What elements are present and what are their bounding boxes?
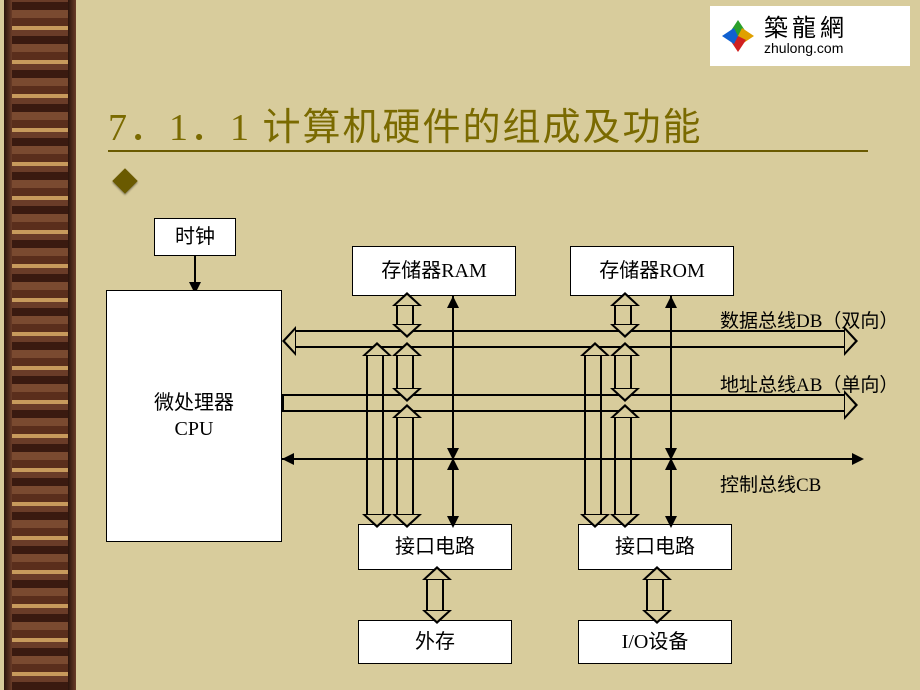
conn-rom-cb: [670, 296, 672, 458]
conn-rom-cb-a1: [665, 296, 677, 308]
conn-rom-ab: [614, 356, 632, 388]
bus-cb-arrow-l: [282, 453, 294, 465]
conn-ram-db: [396, 306, 414, 324]
block-cpu: 微处理器 CPU: [106, 290, 282, 542]
block-external-storage: 外存: [358, 620, 512, 664]
edge-clock-cpu: [194, 256, 196, 284]
block-ram: 存储器RAM: [352, 246, 516, 296]
conn-if2-db: [584, 356, 602, 514]
conn-if1-cb-b: [447, 458, 459, 470]
bus-ab-label: 地址总线AB（单向）: [720, 370, 898, 397]
slide-title: 7．1．1 计算机硬件的组成及功能: [108, 96, 703, 151]
block-io-label: I/O设备: [622, 629, 689, 655]
block-rom: 存储器ROM: [570, 246, 734, 296]
conn-if1-ext: [426, 580, 444, 610]
conn-if1-db: [366, 356, 384, 514]
title-underline: [108, 150, 868, 152]
conn-if2-cb-b: [665, 458, 677, 470]
block-cpu-label: 微处理器 CPU: [154, 390, 234, 442]
conn-if1-ab: [396, 418, 414, 514]
conn-ram-cb: [452, 296, 454, 458]
conn-ram-ab: [396, 356, 414, 388]
logo-icon: [718, 16, 758, 56]
conn-rom-db: [614, 306, 632, 324]
conn-if2-io: [646, 580, 664, 610]
conn-ram-cb-a1: [447, 296, 459, 308]
block-clock: 时钟: [154, 218, 236, 256]
bus-db-label: 数据总线DB（双向）: [720, 306, 898, 333]
conn-if2-ab: [614, 418, 632, 514]
block-interface-1-label: 接口电路: [395, 534, 475, 560]
site-logo: 築龍網 zhulong.com: [710, 6, 910, 66]
block-interface-2-label: 接口电路: [615, 534, 695, 560]
logo-cn-text: 築龍網: [764, 17, 848, 41]
decorative-border: [8, 0, 72, 690]
block-ram-label: 存储器RAM: [381, 258, 487, 284]
bus-cb-arrow-r: [852, 453, 864, 465]
conn-if1-cb-a: [447, 516, 459, 528]
logo-url-text: zhulong.com: [764, 41, 848, 55]
block-rom-label: 存储器ROM: [599, 258, 705, 284]
block-io-device: I/O设备: [578, 620, 732, 664]
block-ext-label: 外存: [415, 629, 455, 655]
bus-cb-label: 控制总线CB: [720, 470, 821, 497]
block-interface-1: 接口电路: [358, 524, 512, 570]
conn-if2-cb-a: [665, 516, 677, 528]
block-interface-2: 接口电路: [578, 524, 732, 570]
block-clock-label: 时钟: [175, 224, 215, 250]
